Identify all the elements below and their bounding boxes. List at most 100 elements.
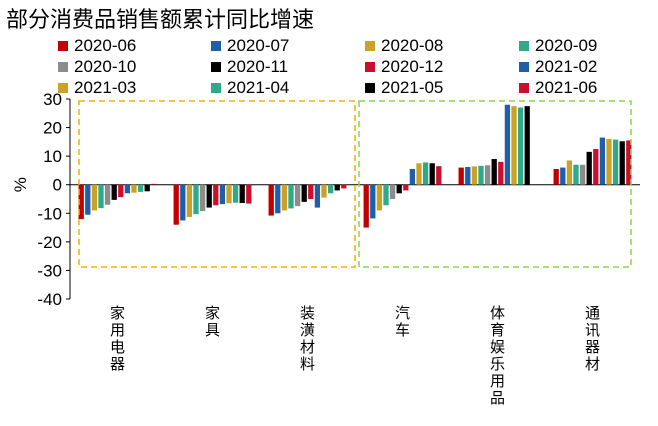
bar — [553, 169, 559, 185]
category-label: 装潢材料 — [300, 304, 315, 373]
bar — [301, 184, 307, 202]
bar — [232, 184, 239, 203]
legend-item: 2020-06 — [58, 36, 136, 56]
y-tick-label: -40 — [37, 290, 62, 309]
bar — [321, 184, 327, 198]
bar — [193, 184, 199, 215]
bar — [599, 137, 606, 185]
bar — [239, 184, 245, 203]
bar — [219, 184, 226, 205]
legend-item: 2020-08 — [365, 36, 443, 56]
bar — [327, 184, 334, 194]
bar — [579, 164, 586, 185]
legend-item: 2021-04 — [211, 78, 289, 98]
bar — [137, 184, 144, 192]
legend-swatch — [365, 62, 375, 72]
legend-label: 2020-10 — [74, 57, 137, 76]
legend-label: 2021-06 — [535, 78, 598, 97]
bar — [98, 184, 104, 209]
category-label: 家具 — [205, 304, 220, 339]
bar — [376, 184, 383, 211]
legend-label: 2020-06 — [74, 36, 137, 55]
bar — [124, 184, 131, 194]
bar — [111, 184, 117, 200]
legend-label: 2021-04 — [227, 78, 290, 97]
bar — [314, 184, 321, 208]
legend-item: 2020-09 — [519, 36, 597, 56]
bar — [586, 151, 592, 185]
bar — [144, 184, 150, 192]
legend-swatch — [211, 41, 221, 51]
legend-item: 2021-06 — [519, 78, 597, 98]
legend-swatch — [519, 83, 529, 93]
bar — [206, 184, 212, 208]
category-label: 通讯器材 — [585, 304, 600, 373]
bar — [186, 184, 193, 217]
bar — [524, 106, 530, 185]
bar — [612, 139, 619, 185]
bar — [626, 140, 632, 185]
bar — [104, 184, 111, 205]
bar — [363, 184, 369, 228]
legend-item: 2021-03 — [58, 78, 136, 98]
bar — [478, 165, 484, 185]
legend-label: 2020-08 — [381, 36, 444, 55]
legend-item: 2021-02 — [519, 57, 597, 77]
legend-swatch — [211, 62, 221, 72]
bar — [334, 184, 340, 191]
bar — [288, 184, 294, 209]
legend-item: 2021-05 — [365, 78, 443, 98]
bar — [517, 107, 524, 185]
bar — [396, 184, 402, 194]
legend-label: 2021-05 — [381, 78, 444, 97]
bar — [91, 184, 98, 211]
bar — [403, 184, 409, 191]
bar — [606, 139, 612, 185]
bar — [498, 161, 504, 185]
bar — [409, 169, 416, 185]
bar — [268, 184, 274, 216]
legend-label: 2020-07 — [227, 36, 290, 55]
bar — [593, 149, 599, 185]
bar — [118, 184, 124, 197]
bar — [491, 159, 497, 185]
legend-swatch — [211, 83, 221, 93]
legend-label: 2020-12 — [381, 57, 444, 76]
legend-item: 2020-10 — [58, 57, 136, 77]
bar — [458, 167, 464, 185]
bar — [180, 184, 186, 221]
legend-item: 2020-07 — [211, 36, 289, 56]
bar — [560, 167, 566, 185]
y-tick-label: 10 — [43, 147, 62, 166]
legend-swatch — [365, 41, 375, 51]
bar — [504, 104, 511, 185]
legend-swatch — [58, 62, 68, 72]
chart-title: 部分消费品销售额累计同比增速 — [6, 8, 315, 33]
bar — [281, 184, 288, 211]
legend-swatch — [365, 83, 375, 93]
highlight-box-left — [78, 100, 356, 268]
y-tick-label: -30 — [37, 261, 62, 280]
bar — [383, 184, 389, 206]
legend-swatch — [58, 41, 68, 51]
bar — [294, 184, 301, 207]
legend-label: 2020-09 — [535, 36, 598, 55]
category-label: 体育娱乐用品 — [490, 304, 505, 407]
legend-item: 2020-12 — [365, 57, 443, 77]
bar — [246, 184, 252, 204]
bar — [213, 184, 219, 206]
y-axis-label: % — [11, 177, 30, 192]
bar — [199, 184, 206, 211]
bar — [85, 184, 91, 215]
category-label: 家用电器 — [110, 304, 125, 373]
bar — [275, 184, 281, 214]
bar — [78, 184, 84, 219]
bar — [416, 163, 422, 185]
y-tick-label: 0 — [53, 176, 62, 195]
bar — [619, 141, 625, 185]
legend-label: 2021-03 — [74, 78, 137, 97]
bar — [436, 166, 442, 185]
bar — [573, 164, 579, 185]
